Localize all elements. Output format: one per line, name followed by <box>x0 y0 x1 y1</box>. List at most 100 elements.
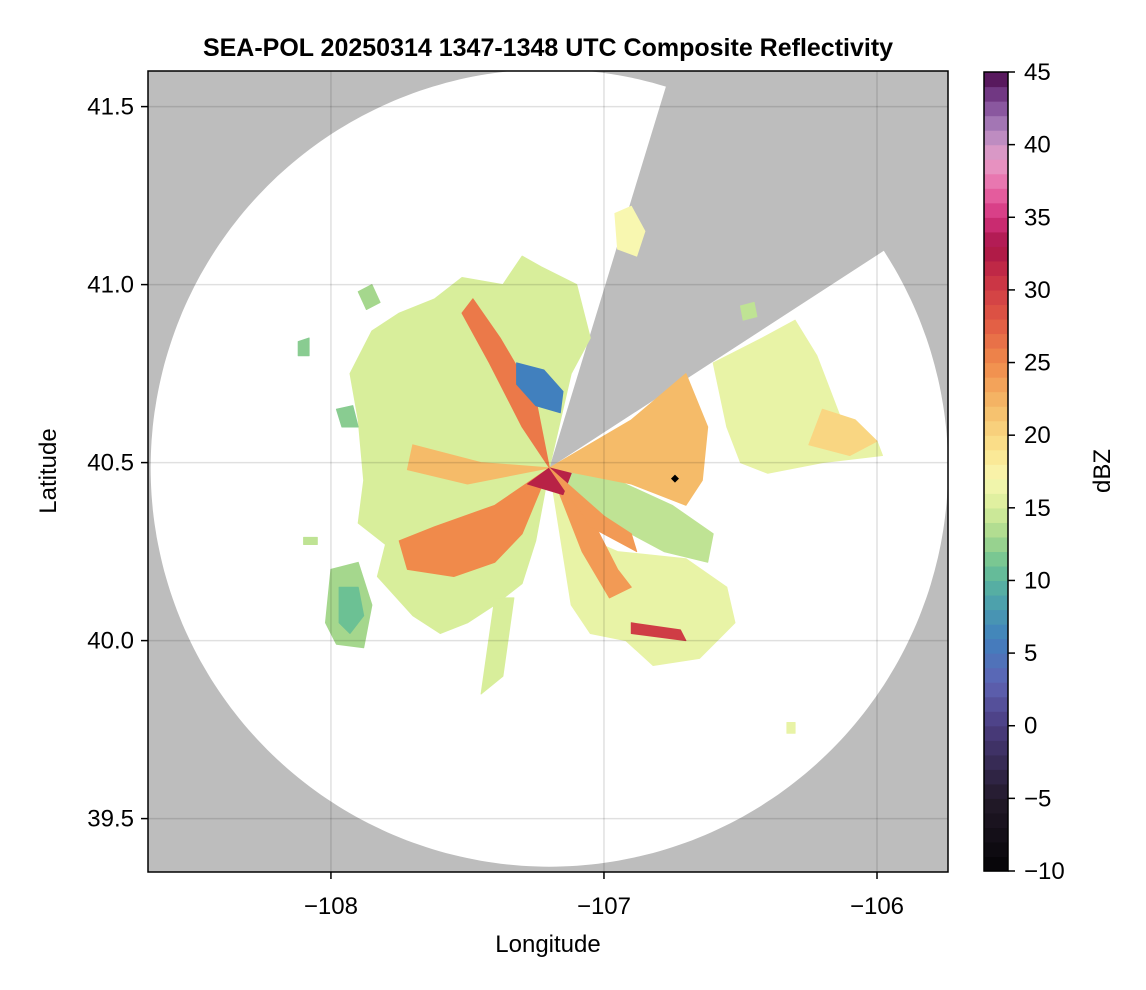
colorbar-tick-label: −5 <box>1024 785 1051 812</box>
colorbar-bin <box>984 231 1008 247</box>
colorbar-tick-label: 40 <box>1024 132 1051 159</box>
colorbar-frame <box>983 71 1009 872</box>
grid-lines <box>148 71 948 872</box>
colorbar-bin <box>984 478 1008 494</box>
colorbar-bin <box>984 144 1008 160</box>
colorbar-bin <box>984 159 1008 175</box>
colorbar-bin <box>984 725 1008 741</box>
colorbar-tick-label: 30 <box>1024 277 1051 304</box>
colorbar-bin <box>984 711 1008 727</box>
colorbar-tick-label: 5 <box>1024 640 1037 667</box>
colorbar-tick-label: 15 <box>1024 495 1051 522</box>
colorbar-bin <box>984 624 1008 640</box>
colorbar-bin <box>984 696 1008 712</box>
colorbar-bin <box>984 638 1008 654</box>
colorbar-bin <box>984 202 1008 218</box>
y-tick-label: 40.5 <box>87 450 134 477</box>
echo-inner-se-warm <box>548 467 638 553</box>
colorbar-bin <box>984 449 1008 465</box>
x-tick-label: −107 <box>577 893 631 920</box>
colorbar-bin <box>984 275 1008 291</box>
colorbar-bin <box>984 304 1008 320</box>
colorbar-bin <box>984 420 1008 436</box>
y-tick-label: 41.0 <box>87 272 134 299</box>
colorbar-bin <box>984 783 1008 799</box>
y-tick-label: 40.0 <box>87 628 134 655</box>
echo-ne-lake-blue <box>516 362 564 414</box>
colorbar <box>983 71 1009 872</box>
echo-far-southeast-speck <box>786 722 796 734</box>
colorbar-tick-label: 45 <box>1024 59 1051 86</box>
colorbar-tick-label: −10 <box>1024 858 1065 885</box>
echo-inner-sw-warm <box>398 467 550 577</box>
colorbar-bin <box>984 464 1008 480</box>
echo-northeast-core <box>808 408 878 456</box>
plot-frame <box>147 70 949 873</box>
colorbar-bin <box>984 580 1008 596</box>
colorbar-bin <box>984 289 1008 306</box>
colorbar-bin <box>984 493 1008 509</box>
colorbar-bin <box>984 115 1008 131</box>
echo-south-echo <box>548 467 736 666</box>
colorbar-bin <box>984 377 1008 393</box>
colorbar-bin <box>984 362 1008 378</box>
echo-north-strip <box>614 205 646 257</box>
colorbar-tick-label: 0 <box>1024 713 1037 740</box>
colorbar-bin <box>984 682 1008 698</box>
colorbar-bin <box>984 609 1008 625</box>
colorbar-bin <box>984 406 1008 422</box>
colorbar-bin <box>984 769 1008 785</box>
colorbar-bin <box>984 798 1008 814</box>
colorbar-bin <box>984 754 1008 770</box>
chart-title: SEA-POL 20250314 1347-1348 UTC Composite… <box>203 34 893 62</box>
echo-south-streaks <box>480 597 515 695</box>
colorbar-bin <box>984 812 1008 829</box>
point-marker <box>670 474 679 483</box>
y-tick-label: 41.5 <box>87 94 134 121</box>
colorbar-bin <box>984 101 1008 117</box>
colorbar-label: dBZ <box>1089 449 1116 493</box>
colorbar-bin <box>984 435 1008 451</box>
colorbar-bin <box>984 594 1008 611</box>
y-axis-ticks: 39.5 40.0 40.5 41.0 41.5 <box>87 94 148 833</box>
colorbar-bin <box>984 72 1008 88</box>
colorbar-tick-label: 10 <box>1024 567 1051 594</box>
colorbar-bin <box>984 86 1008 102</box>
echo-west-speck-1 <box>335 405 359 428</box>
colorbar-bin <box>984 565 1008 582</box>
echo-north-ridge-ne <box>740 301 758 321</box>
colorbar-bin <box>984 246 1008 262</box>
colorbar-bin <box>984 507 1008 523</box>
y-tick-label: 39.5 <box>87 806 134 833</box>
reflectivity-echo-layer <box>297 205 883 734</box>
colorbar-bin <box>984 536 1008 552</box>
colorbar-ticks: −10 −5 0 5 10 15 20 25 30 35 40 45 <box>1008 59 1065 885</box>
x-axis-label: Longitude <box>495 931 600 958</box>
echo-west-fleck <box>297 337 310 357</box>
colorbar-bin <box>984 173 1008 189</box>
colorbar-bin <box>984 740 1008 756</box>
colorbar-bin <box>984 217 1008 233</box>
colorbar-bin <box>984 856 1008 872</box>
y-axis-label: Latitude <box>35 428 62 513</box>
colorbar-bin <box>984 260 1008 276</box>
colorbar-tick-label: 20 <box>1024 422 1051 449</box>
colorbar-bin <box>984 827 1008 843</box>
echo-inner-w-warm <box>406 444 550 485</box>
colorbar-bin <box>984 130 1008 146</box>
echo-core-red <box>527 467 572 496</box>
x-tick-label: −106 <box>850 893 904 920</box>
colorbar-bin <box>984 188 1008 204</box>
colorbar-bin <box>984 551 1008 567</box>
plot-area <box>148 71 948 872</box>
echo-northwest-fleck <box>357 284 381 310</box>
colorbar-bin <box>984 333 1008 349</box>
colorbar-bin <box>984 348 1008 364</box>
colorbar-tick-label: 35 <box>1024 204 1051 231</box>
echo-east-wedge <box>548 373 709 506</box>
colorbar-bin <box>984 841 1008 858</box>
colorbar-bin <box>984 318 1008 335</box>
colorbar-tick-label: 25 <box>1024 350 1051 377</box>
x-axis-ticks: −108 −107 −106 <box>304 872 904 920</box>
